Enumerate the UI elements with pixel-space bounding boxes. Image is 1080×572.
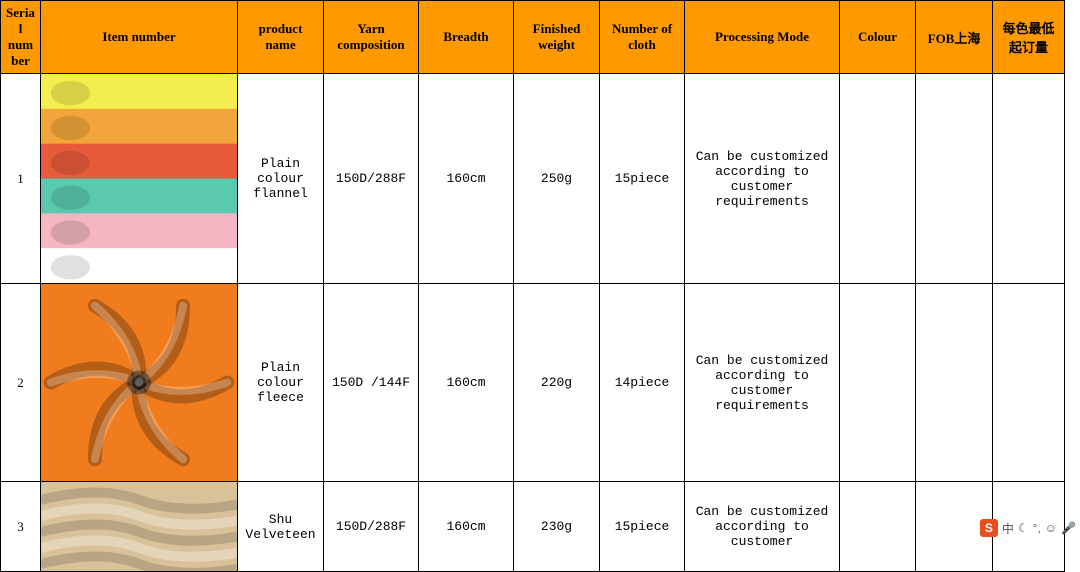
column-header: product name — [238, 1, 324, 74]
fob-cell — [916, 284, 993, 482]
breadth-cell: 160cm — [419, 74, 514, 284]
colour-cell — [840, 74, 916, 284]
column-header: Yarn composition — [324, 1, 419, 74]
column-header: 每色最低起订量 — [993, 1, 1065, 74]
item-image-cell — [41, 74, 238, 284]
fabric-image — [41, 482, 237, 571]
processing-cell: Can be customized according to customer … — [685, 74, 840, 284]
table-row: 2 Plain colour fleece150D /144F160cm220g1… — [1, 284, 1065, 482]
table-row: 3 Shu Velveteen150D/288F160cm230g15pieceC… — [1, 482, 1065, 572]
product-name-cell: Plain colour fleece — [238, 284, 324, 482]
column-header: FOB上海 — [916, 1, 993, 74]
weight-cell: 250g — [514, 74, 600, 284]
product-name-cell: Shu Velveteen — [238, 482, 324, 572]
table-row: 1 Plain colour flannel150D/288F160cm250g1… — [1, 74, 1065, 284]
column-header: Processing Mode — [685, 1, 840, 74]
column-header: Item number — [41, 1, 238, 74]
ime-punct[interactable]: °, — [1033, 521, 1041, 535]
ime-moon-icon[interactable]: ☾ — [1018, 521, 1029, 535]
breadth-cell: 160cm — [419, 284, 514, 482]
serial-cell: 3 — [1, 482, 41, 572]
table-header-row: Serial numberItem numberproduct nameYarn… — [1, 1, 1065, 74]
processing-cell: Can be customized according to customer — [685, 482, 840, 572]
cloth-cell: 15piece — [600, 74, 685, 284]
ime-mic-icon[interactable]: 🎤 — [1061, 521, 1076, 535]
moq-cell — [993, 74, 1065, 284]
fabric-image — [41, 284, 237, 481]
yarn-cell: 150D/288F — [324, 482, 419, 572]
product-name-cell: Plain colour flannel — [238, 74, 324, 284]
cloth-cell: 15piece — [600, 482, 685, 572]
weight-cell: 220g — [514, 284, 600, 482]
column-header: Finished weight — [514, 1, 600, 74]
column-header: Serial number — [1, 1, 41, 74]
yarn-cell: 150D /144F — [324, 284, 419, 482]
cloth-cell: 14piece — [600, 284, 685, 482]
weight-cell: 230g — [514, 482, 600, 572]
item-image-cell — [41, 284, 238, 482]
colour-cell — [840, 482, 916, 572]
ime-status-bar[interactable]: S 中 ☾ °, ☺ 🎤 — [980, 519, 1076, 537]
serial-cell: 2 — [1, 284, 41, 482]
ime-lang[interactable]: 中 — [1002, 520, 1014, 537]
column-header: Number of cloth — [600, 1, 685, 74]
moq-cell — [993, 284, 1065, 482]
colour-cell — [840, 284, 916, 482]
ime-logo-icon[interactable]: S — [980, 519, 998, 537]
item-image-cell — [41, 482, 238, 572]
fob-cell — [916, 74, 993, 284]
column-header: Breadth — [419, 1, 514, 74]
ime-emoji-icon[interactable]: ☺ — [1045, 521, 1057, 535]
processing-cell: Can be customized according to customer … — [685, 284, 840, 482]
product-table: Serial numberItem numberproduct nameYarn… — [0, 0, 1065, 572]
yarn-cell: 150D/288F — [324, 74, 419, 284]
fabric-image — [41, 74, 237, 283]
column-header: Colour — [840, 1, 916, 74]
serial-cell: 1 — [1, 74, 41, 284]
breadth-cell: 160cm — [419, 482, 514, 572]
